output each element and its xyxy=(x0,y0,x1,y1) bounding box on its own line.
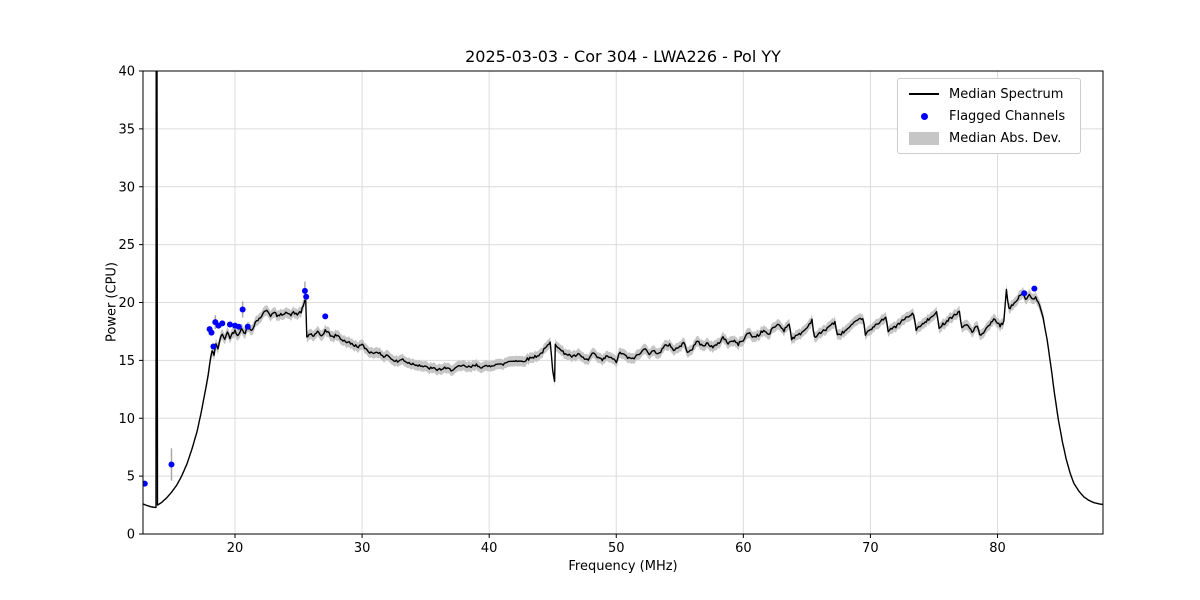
legend-item-median-abs-dev: Median Abs. Dev. xyxy=(908,130,1070,146)
flagged-channel-dot xyxy=(210,343,217,350)
legend-label-median-spectrum: Median Spectrum xyxy=(949,86,1064,102)
y-tick-label: 30 xyxy=(118,180,135,195)
y-tick-label: 0 xyxy=(127,528,135,543)
x-tick-label: 60 xyxy=(735,541,752,556)
flagged-channel-dot xyxy=(1031,285,1038,292)
legend-item-flagged-channels: Flagged Channels xyxy=(908,108,1070,124)
y-tick-label: 20 xyxy=(118,296,135,311)
flagged-channel-dot xyxy=(143,480,148,487)
chart-title: 2025-03-03 - Cor 304 - LWA226 - Pol YY xyxy=(465,47,781,66)
flagged-channel-dot xyxy=(208,329,215,336)
y-tick-label: 35 xyxy=(118,122,135,137)
legend: Median Spectrum Flagged Channels Median … xyxy=(897,78,1081,154)
x-axis-label: Frequency (MHz) xyxy=(568,559,678,574)
axis-ticks: 20 30 40 50 60 70 80 0 5 10 15 20 25 30 35 40 xyxy=(118,65,1005,557)
flagged-channel-dot xyxy=(219,320,226,327)
flagged-channel-dot xyxy=(301,287,308,294)
x-tick-label: 80 xyxy=(989,541,1006,556)
x-tick-label: 30 xyxy=(354,541,371,556)
y-tick-label: 15 xyxy=(118,354,135,369)
y-tick-label: 5 xyxy=(127,470,135,485)
y-tick-label: 40 xyxy=(118,65,135,80)
flagged-channel-dot xyxy=(1021,290,1028,297)
flagged-channel-dot xyxy=(303,293,310,300)
median-spectrum-line xyxy=(143,71,1103,509)
flagged-channel-dot xyxy=(244,323,251,330)
y-tick-label: 10 xyxy=(118,412,135,427)
y-tick-label: 25 xyxy=(118,238,135,253)
mad-band-swatch-icon xyxy=(908,131,940,145)
x-tick-label: 20 xyxy=(227,541,244,556)
x-tick-label: 40 xyxy=(481,541,498,556)
flagged-channel-dot xyxy=(168,461,175,468)
legend-label-flagged-channels: Flagged Channels xyxy=(949,108,1066,124)
flagged-channel-dot xyxy=(322,313,329,320)
flagged-channel-dot xyxy=(226,321,233,328)
plot-data-layer xyxy=(143,71,1103,509)
x-tick-label: 50 xyxy=(608,541,625,556)
median-line-swatch-icon xyxy=(908,93,940,95)
legend-item-median-spectrum: Median Spectrum xyxy=(908,86,1070,102)
flagged-channel-dot xyxy=(239,306,246,313)
flagged-channel-dot xyxy=(235,323,242,330)
y-axis-label: Power (CPU) xyxy=(104,261,120,343)
flagged-dot-swatch-icon xyxy=(908,112,940,120)
x-tick-label: 70 xyxy=(862,541,879,556)
legend-label-median-abs-dev: Median Abs. Dev. xyxy=(949,130,1062,146)
